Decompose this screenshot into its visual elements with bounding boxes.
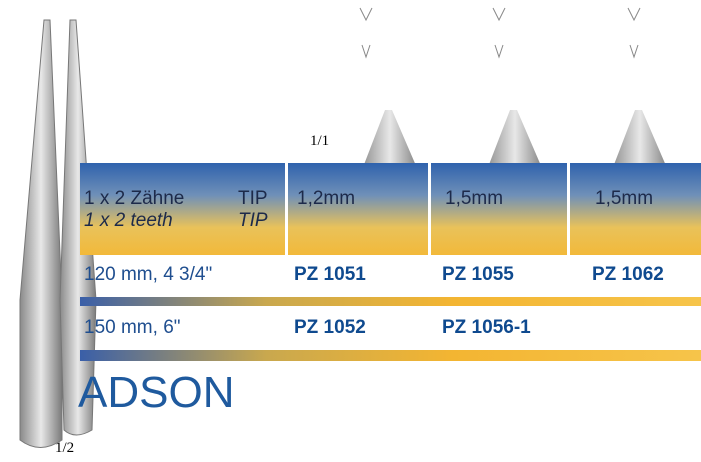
length: 150 mm, 6" (84, 317, 181, 338)
article-code: PZ 1056-1 (442, 317, 531, 338)
tip-label-de: TIP (238, 188, 268, 209)
header-band (80, 163, 701, 255)
tip-size: 1,2mm (297, 188, 356, 209)
tip-2 (485, 7, 545, 175)
article-code: PZ 1055 (442, 264, 514, 285)
scale-note: 1/1 (310, 133, 330, 149)
product-title: ADSON (78, 368, 235, 417)
tip-1 (359, 7, 420, 175)
article-code: PZ 1052 (294, 317, 366, 338)
length: 120 mm, 4 3/4" (84, 264, 213, 285)
scale-note: 1/2 (55, 440, 75, 456)
tip-size: 1,5mm (595, 188, 654, 209)
column-separator (428, 163, 431, 361)
column-separator (567, 163, 570, 361)
article-code: PZ 1051 (294, 264, 366, 285)
forceps-arm (59, 19, 97, 436)
row-strip (80, 297, 701, 306)
tip-3 (610, 7, 670, 175)
article-code: PZ 1062 (592, 264, 664, 285)
forceps-arm (19, 19, 63, 448)
tip-label-en: TIP (238, 210, 268, 231)
teeth-label-de: 1 x 2 Zähne (84, 188, 185, 209)
row-strip (80, 350, 701, 361)
tip-size: 1,5mm (445, 188, 504, 209)
teeth-label-en: 1 x 2 teeth (84, 210, 173, 231)
column-separator (285, 163, 288, 361)
